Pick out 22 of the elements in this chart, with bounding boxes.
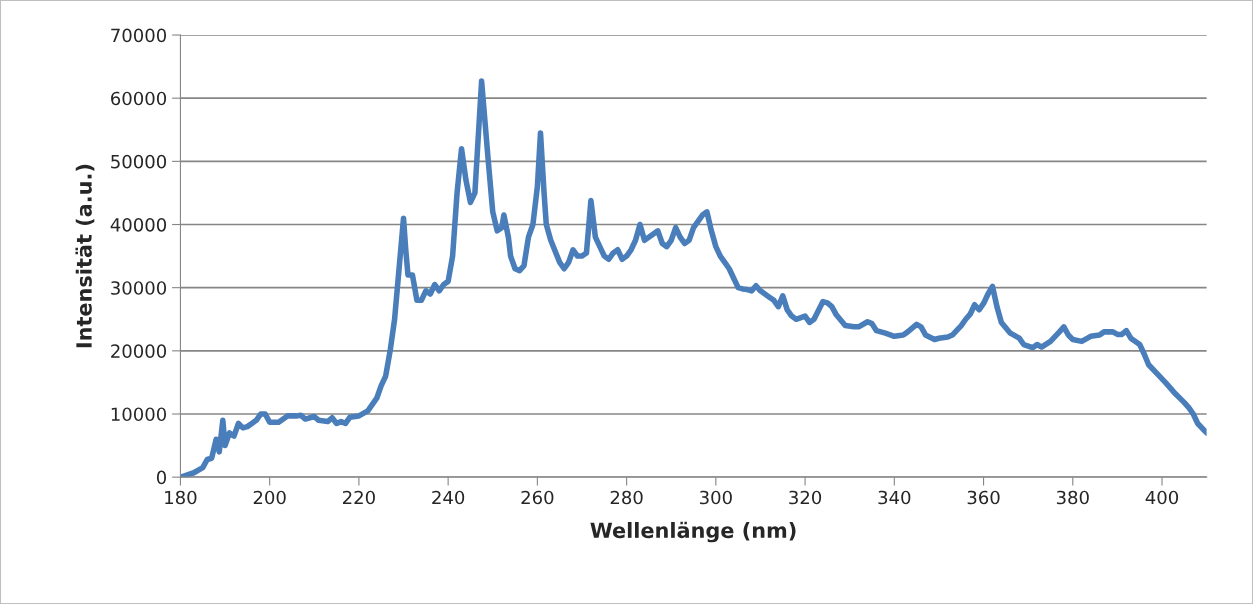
x-axis-title: Wellenlänge (nm): [590, 521, 796, 543]
x-tick-label: 360: [967, 490, 1000, 505]
x-tick-label: 380: [1056, 490, 1089, 505]
x-tick-label: 180: [165, 490, 197, 505]
x-tick-label: 220: [342, 490, 375, 505]
x-tick-label: 280: [610, 490, 643, 505]
x-tick-label: 400: [1145, 490, 1179, 505]
x-tick-label: 340: [878, 490, 911, 505]
y-tick-label: 0: [156, 470, 167, 485]
y-tick-label: 10000: [111, 407, 167, 422]
x-tick-label: 320: [789, 490, 822, 505]
y-tick-label: 60000: [111, 91, 167, 106]
y-axis-title: Intensität (a.u.): [75, 164, 95, 348]
y-tick-label: 20000: [111, 344, 167, 358]
x-tick-label: 200: [253, 490, 286, 505]
x-tick-label: 300: [699, 490, 732, 505]
x-tick-label: 240: [432, 490, 465, 505]
y-tick-label: 50000: [111, 154, 167, 169]
y-tick-label: 40000: [110, 217, 167, 232]
y-tick-label: 70000: [111, 28, 167, 43]
x-tick-label: 260: [521, 490, 554, 505]
y-tick-label: 30000: [111, 281, 167, 295]
